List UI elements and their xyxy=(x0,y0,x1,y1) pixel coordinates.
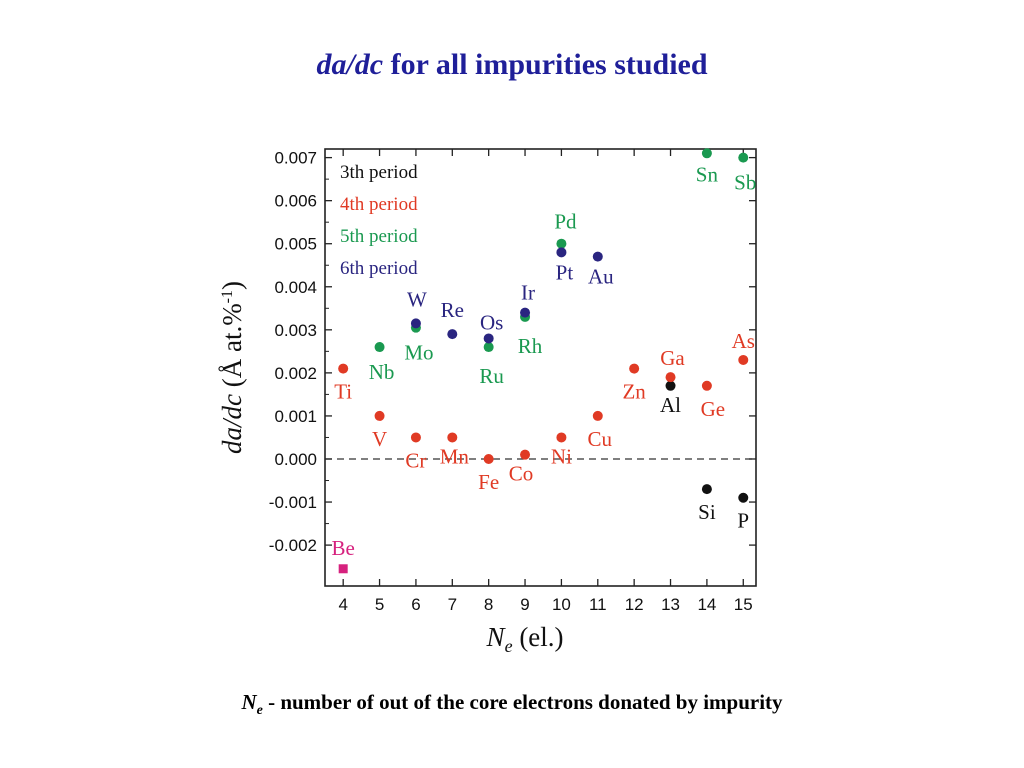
slide-title-rest: for all impurities studied xyxy=(383,48,708,81)
point-label-zn: Zn xyxy=(622,380,646,404)
point-label-sb: Sb xyxy=(734,171,756,195)
y-tick-label: 0.005 xyxy=(274,235,317,254)
x-tick-label: 14 xyxy=(697,595,716,614)
slide-title-italic: da/dc xyxy=(316,48,384,81)
point-label-au: Au xyxy=(588,265,614,289)
legend-entry: 4th period xyxy=(340,194,418,215)
x-tick-label: 13 xyxy=(661,595,680,614)
x-tick-label: 6 xyxy=(411,595,420,614)
footnote-symbol: N xyxy=(241,690,257,714)
point-label-mn: Mn xyxy=(440,444,470,468)
point-label-p: P xyxy=(737,509,749,533)
x-tick-label: 9 xyxy=(520,595,529,614)
x-tick-label: 10 xyxy=(552,595,571,614)
data-point-os xyxy=(483,333,494,344)
point-label-ru: Ru xyxy=(479,364,504,388)
point-label-ir: Ir xyxy=(521,281,535,305)
data-point-ti xyxy=(338,363,349,374)
y-axis-title: da/dc (Å at.%-1) xyxy=(217,281,247,454)
data-point-fe xyxy=(483,453,494,464)
x-tick-label: 5 xyxy=(375,595,384,614)
footnote-text: - number of out of the core electrons do… xyxy=(262,690,783,714)
data-point-al xyxy=(665,380,676,391)
x-tick-label: 4 xyxy=(338,595,347,614)
point-label-be: Be xyxy=(332,536,355,560)
point-label-mo: Mo xyxy=(404,341,433,365)
point-label-sn: Sn xyxy=(696,162,719,186)
y-tick-label: 0.000 xyxy=(274,450,317,469)
y-tick-label: 0.002 xyxy=(274,364,317,383)
data-point-v xyxy=(374,410,385,421)
y-tick-label: 0.006 xyxy=(274,192,317,211)
y-tick-label: 0.007 xyxy=(274,149,317,168)
plot-frame xyxy=(324,148,757,587)
data-point-ga xyxy=(665,372,676,383)
point-label-pt: Pt xyxy=(556,260,574,284)
data-point-au xyxy=(592,251,603,262)
data-point-ni xyxy=(556,432,567,443)
point-label-ni: Ni xyxy=(551,444,572,468)
point-label-as: As xyxy=(732,329,755,353)
point-label-cu: Cu xyxy=(588,427,613,451)
point-label-pd: Pd xyxy=(554,210,577,234)
point-label-v: V xyxy=(372,427,387,451)
point-label-os: Os xyxy=(480,310,503,334)
point-label-ga: Ga xyxy=(660,346,685,370)
data-point-pd xyxy=(556,238,567,249)
data-point-sb xyxy=(738,152,749,163)
x-tick-label: 11 xyxy=(589,595,607,614)
data-point-si xyxy=(701,484,712,495)
data-point-ge xyxy=(701,380,712,391)
footnote: Ne - number of out of the core electrons… xyxy=(0,690,1024,719)
point-label-re: Re xyxy=(441,298,464,322)
data-point-cr xyxy=(410,432,421,443)
data-point-be xyxy=(338,564,348,574)
point-label-nb: Nb xyxy=(369,360,395,384)
y-tick-label: -0.002 xyxy=(269,536,317,555)
point-label-ti: Ti xyxy=(334,380,352,404)
y-tick-label: 0.004 xyxy=(274,278,317,297)
y-tick-label: 0.003 xyxy=(274,321,317,340)
y-tick-label: -0.001 xyxy=(269,493,317,512)
point-label-w: W xyxy=(407,287,427,311)
data-point-sn xyxy=(701,148,712,159)
point-label-rh: Rh xyxy=(518,334,543,358)
data-point-zn xyxy=(629,363,640,374)
point-label-fe: Fe xyxy=(478,470,499,494)
point-label-cr: Cr xyxy=(405,448,426,472)
x-axis-title: Ne (el.) xyxy=(486,622,564,656)
data-point-cu xyxy=(592,410,603,421)
data-point-w xyxy=(410,318,421,329)
data-point-pt xyxy=(556,247,567,258)
slide-title: da/dc for all impurities studied xyxy=(0,48,1024,82)
data-point-nb xyxy=(374,342,385,353)
x-tick-label: 12 xyxy=(625,595,644,614)
legend-entry: 3th period xyxy=(340,162,418,183)
data-point-re xyxy=(447,329,458,340)
legend-entry: 5th period xyxy=(340,226,418,247)
data-point-p xyxy=(738,492,749,503)
data-point-ru xyxy=(483,342,494,353)
x-tick-label: 7 xyxy=(448,595,457,614)
data-point-mn xyxy=(447,432,458,443)
point-label-ge: Ge xyxy=(701,397,726,421)
data-point-co xyxy=(520,449,531,460)
x-tick-label: 8 xyxy=(484,595,493,614)
point-label-co: Co xyxy=(509,462,534,486)
y-tick-label: 0.001 xyxy=(274,407,317,426)
footnote-subscript: e xyxy=(256,703,263,719)
x-tick-label: 15 xyxy=(734,595,753,614)
data-point-ir xyxy=(520,307,531,318)
point-label-al: Al xyxy=(660,393,681,417)
point-label-si: Si xyxy=(698,500,716,524)
legend-entry: 6th period xyxy=(340,258,418,279)
data-point-as xyxy=(738,354,749,365)
